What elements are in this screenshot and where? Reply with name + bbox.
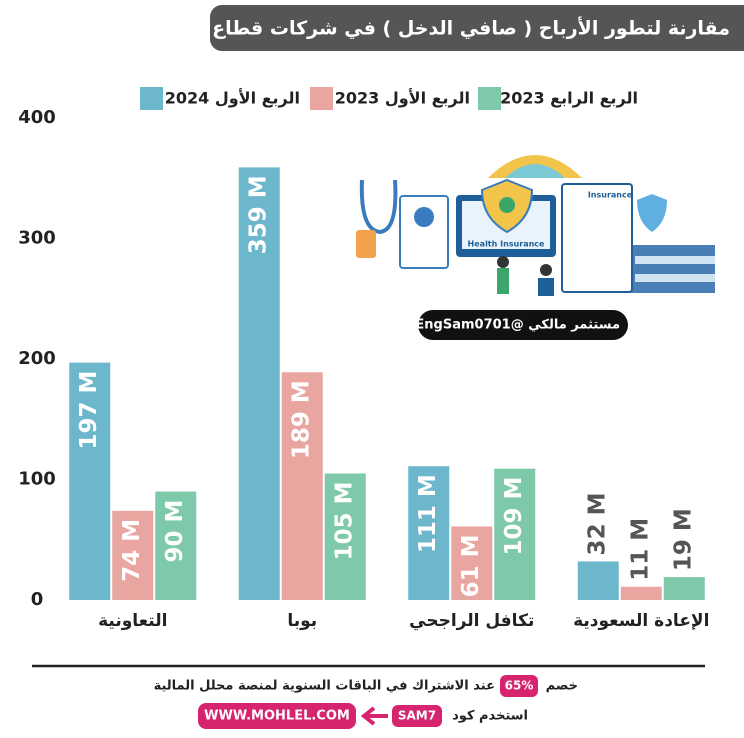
bar xyxy=(620,586,662,600)
person xyxy=(497,256,509,268)
website: WWW.MOHLEL.COM xyxy=(204,709,350,724)
legend-label: الربع الأول 2023 xyxy=(335,89,470,108)
bar xyxy=(577,561,619,600)
value-label: 105 M xyxy=(332,481,358,560)
umbrella xyxy=(505,164,565,178)
value-label: 19 M xyxy=(671,508,697,571)
y-tick-label: 400 xyxy=(18,107,56,128)
person xyxy=(538,278,554,296)
legend-swatch xyxy=(310,87,333,110)
y-tick-label: 200 xyxy=(18,348,56,369)
y-tick-label: 100 xyxy=(18,469,56,490)
chart-title: مقارنة لتطور الأرباح ( صافي الدخل ) في ش… xyxy=(140,16,730,40)
footer-text: استخدم كود xyxy=(452,709,528,724)
pill-bottle xyxy=(356,230,376,258)
person xyxy=(540,264,552,276)
title-box xyxy=(210,5,744,51)
badge-box xyxy=(418,310,628,340)
y-tick-label: 0 xyxy=(31,589,44,610)
footer-text: عند الاشتراك في الباقات السنوية لمنصة مح… xyxy=(154,679,495,694)
books xyxy=(630,245,715,293)
legend-label: الربع الرابع 2023 xyxy=(500,89,638,108)
discount: 65% xyxy=(505,679,534,693)
shield-icon xyxy=(499,197,515,213)
website-badge xyxy=(198,703,356,729)
value-label: 32 M xyxy=(585,493,611,556)
document-text: Insurance xyxy=(588,191,633,200)
footer-text: خصم xyxy=(546,679,578,694)
bar xyxy=(663,577,705,600)
legend-swatch xyxy=(140,87,163,110)
value-label: 189 M xyxy=(289,380,315,459)
bar xyxy=(494,468,536,600)
arrow xyxy=(360,706,388,726)
x-tick-label: بوبا xyxy=(287,611,317,631)
x-tick-label: التعاونية xyxy=(98,611,167,631)
bar xyxy=(112,510,154,600)
bar xyxy=(238,167,280,600)
monitor-text: Health Insurance xyxy=(468,240,545,249)
shield xyxy=(637,194,667,232)
discount-badge xyxy=(500,675,538,697)
legend-label: الربع الأول 2024 xyxy=(165,89,300,108)
value-label: 359 M xyxy=(246,175,272,254)
x-tick-label: تكافل الراجحي xyxy=(409,611,534,631)
books xyxy=(635,256,715,264)
person xyxy=(497,268,509,294)
stethoscope xyxy=(359,179,398,235)
y-tick-label: 300 xyxy=(18,228,56,249)
legend-swatch xyxy=(478,87,501,110)
bar xyxy=(281,372,323,600)
clipboard xyxy=(399,195,449,269)
value-label: 11 M xyxy=(628,518,654,581)
books xyxy=(635,274,715,282)
value-label: 109 M xyxy=(501,477,527,556)
value-label: 197 M xyxy=(76,371,102,450)
x-tick-label: الإعادة السعودية xyxy=(573,611,709,631)
document xyxy=(561,183,633,293)
bar xyxy=(324,473,366,600)
badge: مستثمر مالكي @EngSam0701 xyxy=(415,318,620,333)
value-label: 61 M xyxy=(458,534,484,597)
bar xyxy=(155,491,197,600)
bar xyxy=(451,526,493,600)
code-badge xyxy=(392,705,442,727)
clipboard-icon xyxy=(414,207,434,227)
value-label: 90 M xyxy=(162,500,188,563)
bar xyxy=(69,362,111,600)
value-label: 74 M xyxy=(119,519,145,582)
value-label: 111 M xyxy=(415,474,441,553)
code: SAM7 xyxy=(398,709,436,723)
illustration: Health Insurance Insurance xyxy=(356,155,715,296)
bar xyxy=(408,466,450,600)
